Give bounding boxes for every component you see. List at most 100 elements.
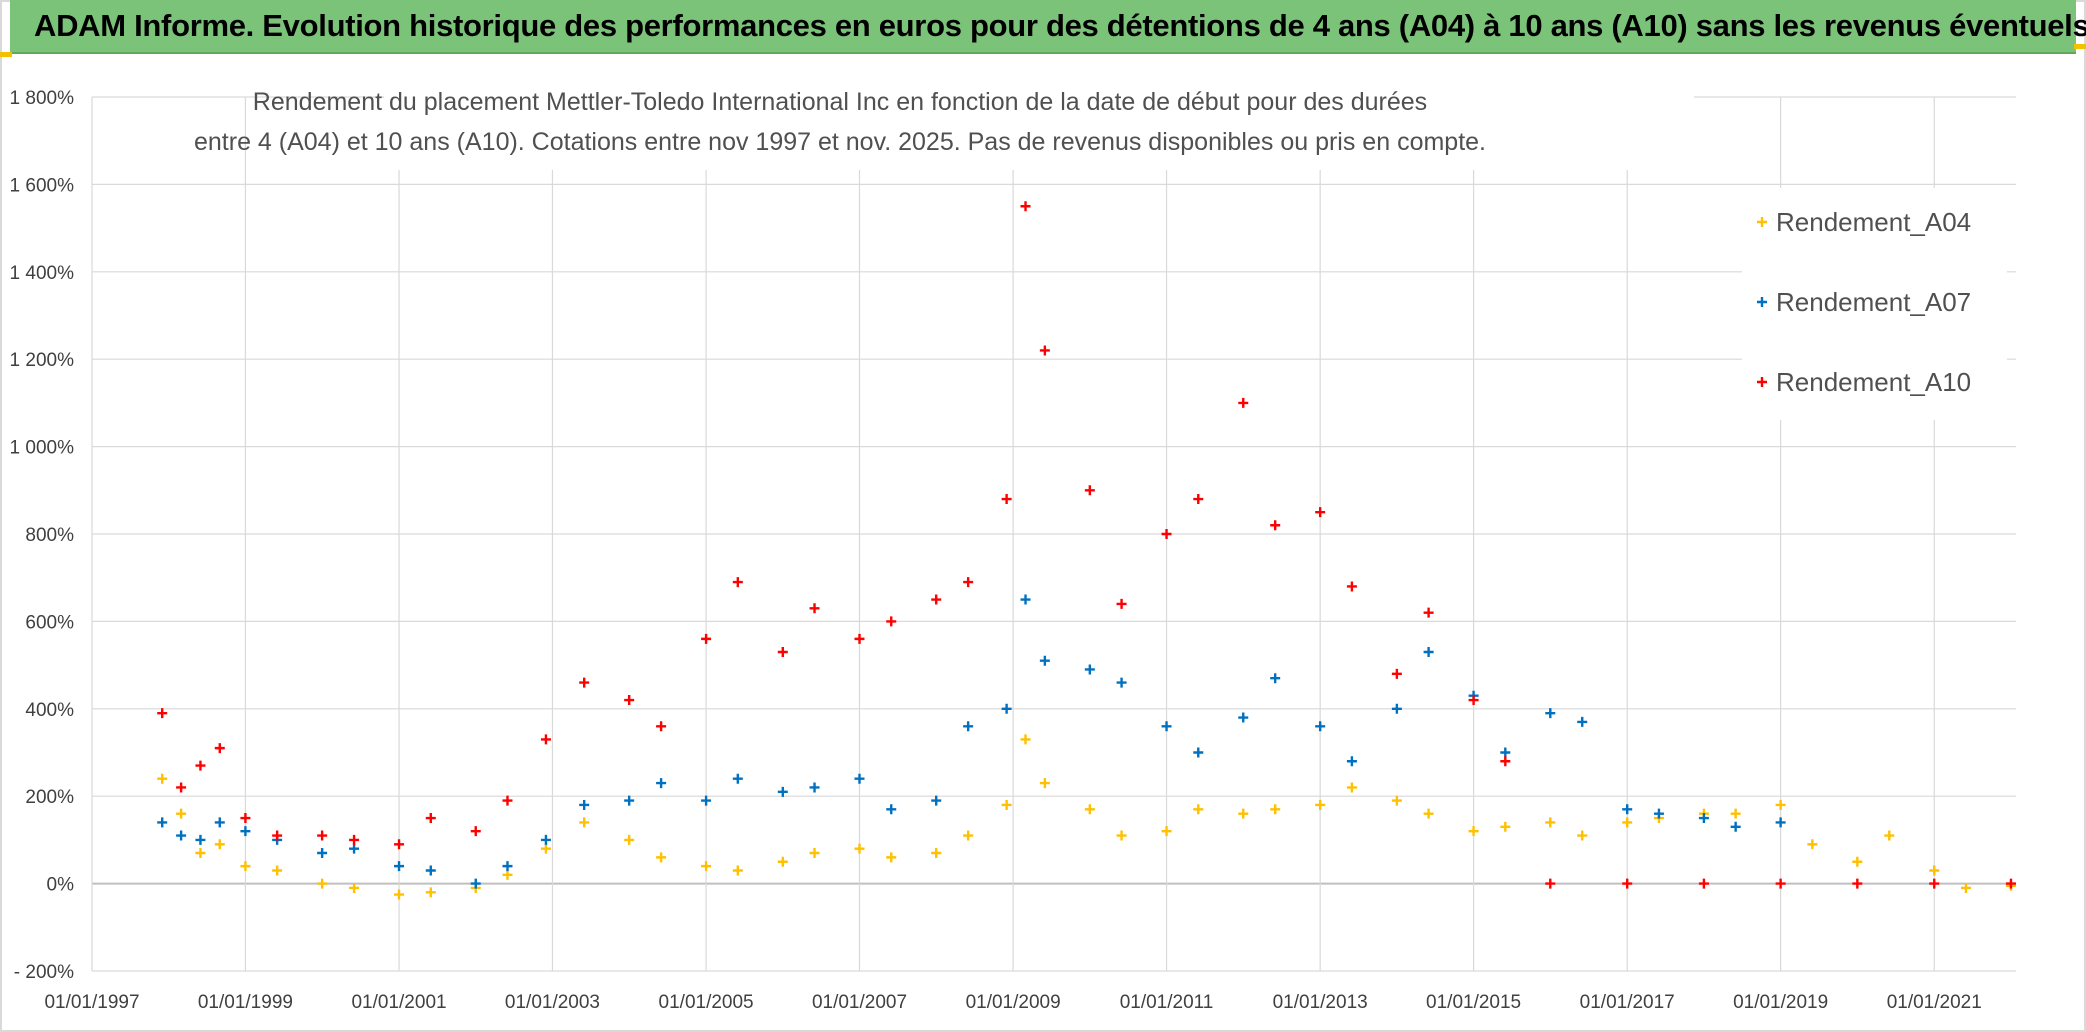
data-points [157, 201, 2016, 900]
data-point [886, 852, 897, 863]
data-point [1423, 607, 1434, 618]
data-point [1116, 598, 1127, 609]
data-point [624, 834, 635, 845]
data-point [931, 795, 942, 806]
data-point [540, 843, 551, 854]
data-point [1001, 799, 1012, 810]
data-point [425, 865, 436, 876]
y-tick-label: 600% [25, 612, 74, 633]
data-point [195, 834, 206, 845]
data-point [1084, 664, 1095, 675]
data-point [1020, 201, 1031, 212]
data-point [1577, 716, 1588, 727]
x-tick-label: 01/01/2001 [351, 992, 446, 1013]
header-banner: ADAM Informe. Evolution historique des p… [10, 0, 2086, 54]
legend-label: Rendement_A04 [1776, 207, 1971, 237]
data-point [502, 795, 513, 806]
data-point [1238, 808, 1249, 819]
series-Rendement_A07 [157, 594, 1786, 889]
data-point [1315, 721, 1326, 732]
data-point [240, 826, 251, 837]
data-point [1468, 695, 1479, 706]
data-point [1116, 830, 1127, 841]
data-point [540, 734, 551, 745]
data-point [1391, 668, 1402, 679]
data-point [1622, 817, 1633, 828]
data-point [317, 830, 328, 841]
x-tick-label: 01/01/2007 [812, 992, 907, 1013]
data-point [1852, 856, 1863, 867]
data-point [809, 782, 820, 793]
x-tick-label: 01/01/2019 [1733, 992, 1828, 1013]
data-point [1545, 708, 1556, 719]
data-point [1193, 804, 1204, 815]
data-point [732, 577, 743, 588]
data-point [214, 817, 225, 828]
data-point [1852, 878, 1863, 889]
data-point [624, 695, 635, 706]
data-point [1020, 734, 1031, 745]
data-point [240, 861, 251, 872]
data-point [1423, 646, 1434, 657]
data-point [1039, 345, 1050, 356]
data-point [886, 804, 897, 815]
data-point [272, 830, 283, 841]
data-point [1622, 878, 1633, 889]
data-point [394, 861, 405, 872]
x-tick-label: 01/01/2003 [505, 992, 600, 1013]
data-point [317, 848, 328, 859]
data-point [502, 869, 513, 880]
data-point [1622, 804, 1633, 815]
data-point [214, 743, 225, 754]
y-axis-ticks: - 200% 0% 200% 400% 600% 800% 1 000% 1 200% 1 40… [10, 88, 75, 983]
data-point [349, 834, 360, 845]
data-point [176, 830, 187, 841]
chart-title-line2: entre 4 (A04) et 10 ans (A10). Cotations… [194, 128, 1486, 156]
legend-marker [1757, 217, 1767, 227]
x-tick-label: 01/01/2005 [659, 992, 754, 1013]
data-point [931, 594, 942, 605]
x-tick-label: 01/01/2015 [1426, 992, 1521, 1013]
data-point [1391, 795, 1402, 806]
data-point [317, 878, 328, 889]
data-point [272, 865, 283, 876]
data-point [425, 887, 436, 898]
data-point [732, 865, 743, 876]
data-point [701, 861, 712, 872]
data-point [1001, 494, 1012, 505]
data-point [1315, 799, 1326, 810]
data-point [349, 843, 360, 854]
data-point [1346, 581, 1357, 592]
data-point [701, 795, 712, 806]
data-point [854, 633, 865, 644]
data-point [1116, 677, 1127, 688]
data-point [1084, 804, 1095, 815]
data-point [656, 721, 667, 732]
data-point [1238, 712, 1249, 723]
legend-marker [1757, 297, 1767, 307]
y-tick-label: 1 400% [10, 263, 75, 284]
data-point [1775, 817, 1786, 828]
data-point [1775, 799, 1786, 810]
data-point [1084, 485, 1095, 496]
data-point [502, 861, 513, 872]
data-point [1391, 703, 1402, 714]
data-point [656, 852, 667, 863]
x-tick-label: 01/01/2021 [1887, 992, 1982, 1013]
data-point [809, 848, 820, 859]
data-point [1545, 878, 1556, 889]
data-point [1500, 821, 1511, 832]
legend-label: Rendement_A10 [1776, 367, 1971, 397]
data-point [701, 633, 712, 644]
data-point [656, 778, 667, 789]
data-point [214, 839, 225, 850]
y-tick-label: 200% [25, 787, 74, 808]
data-point [1346, 782, 1357, 793]
data-point [470, 826, 481, 837]
data-point [1315, 507, 1326, 518]
x-tick-label: 01/01/2017 [1580, 992, 1675, 1013]
data-point [931, 848, 942, 859]
data-point [1039, 655, 1050, 666]
data-point [394, 839, 405, 850]
